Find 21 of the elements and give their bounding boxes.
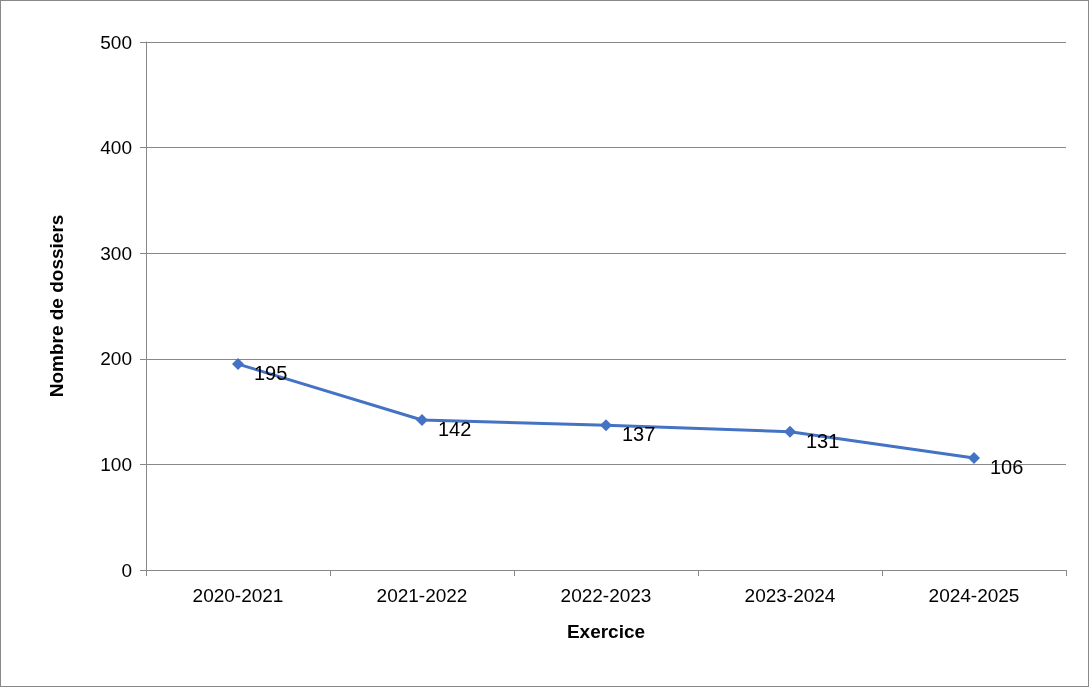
y-tick-label: 300 [100,242,132,264]
y-tick-label: 500 [100,31,132,53]
x-tick-label: 2023-2024 [744,585,836,606]
point [232,358,244,371]
x-tick-label: 2020-2021 [192,585,284,606]
x-axis-title: Exercice [566,621,646,642]
point [416,414,428,427]
x-tick-label: 2021-2022 [376,585,468,606]
point [784,425,796,438]
x-tick-label: 2024-2025 [928,585,1020,606]
point [600,419,612,432]
data-label: 137 [622,423,656,446]
point [968,452,980,465]
data-label: 106 [990,456,1024,479]
y-axis-title: Nombre de dossiers [46,214,67,398]
y-tick-label: 0 [121,559,132,581]
data-label: 142 [438,418,472,441]
y-tick-label: 100 [100,453,132,475]
x-tick-label: 2022-2023 [560,585,652,606]
y-tick-label: 200 [100,348,132,370]
y-tick-label: 400 [100,137,132,159]
